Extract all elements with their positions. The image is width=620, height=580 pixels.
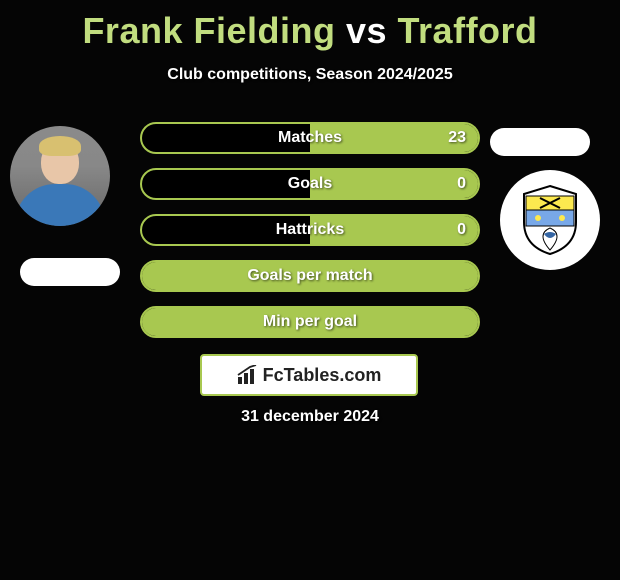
stat-row-goals: Goals 0: [140, 168, 480, 200]
stat-row-matches: Matches 23: [140, 122, 480, 154]
vs-text: vs: [346, 10, 387, 51]
stat-value-right: 23: [448, 129, 466, 147]
shield-icon: [520, 184, 580, 256]
stat-row-mpg: Min per goal: [140, 306, 480, 338]
comparison-title: Frank Fielding vs Trafford: [0, 0, 620, 52]
stat-label: Min per goal: [263, 313, 357, 331]
player1-shirt: [15, 184, 105, 226]
player1-avatar: [10, 126, 110, 226]
stat-value-right: 0: [457, 175, 466, 193]
player2-crest: [500, 170, 600, 270]
player1-name: Frank Fielding: [82, 10, 335, 51]
stat-label: Hattricks: [276, 221, 344, 239]
stat-label: Goals per match: [247, 267, 372, 285]
competition-subtitle: Club competitions, Season 2024/2025: [0, 66, 620, 84]
stat-label: Goals: [288, 175, 332, 193]
stat-row-hattricks: Hattricks 0: [140, 214, 480, 246]
player1-band: [20, 258, 120, 286]
stat-value-right: 0: [457, 221, 466, 239]
player2-band: [490, 128, 590, 156]
stats-container: Matches 23 Goals 0 Hattricks 0 Goals per…: [140, 122, 480, 352]
snapshot-date: 31 december 2024: [0, 408, 620, 426]
brand-badge[interactable]: FcTables.com: [200, 354, 418, 396]
stat-fill: [310, 170, 478, 198]
stat-row-gpm: Goals per match: [140, 260, 480, 292]
bar-chart-icon: [237, 365, 259, 385]
stat-label: Matches: [278, 129, 342, 147]
player2-name: Trafford: [398, 10, 538, 51]
player1-hair: [39, 136, 81, 156]
brand-text: FcTables.com: [263, 365, 382, 386]
